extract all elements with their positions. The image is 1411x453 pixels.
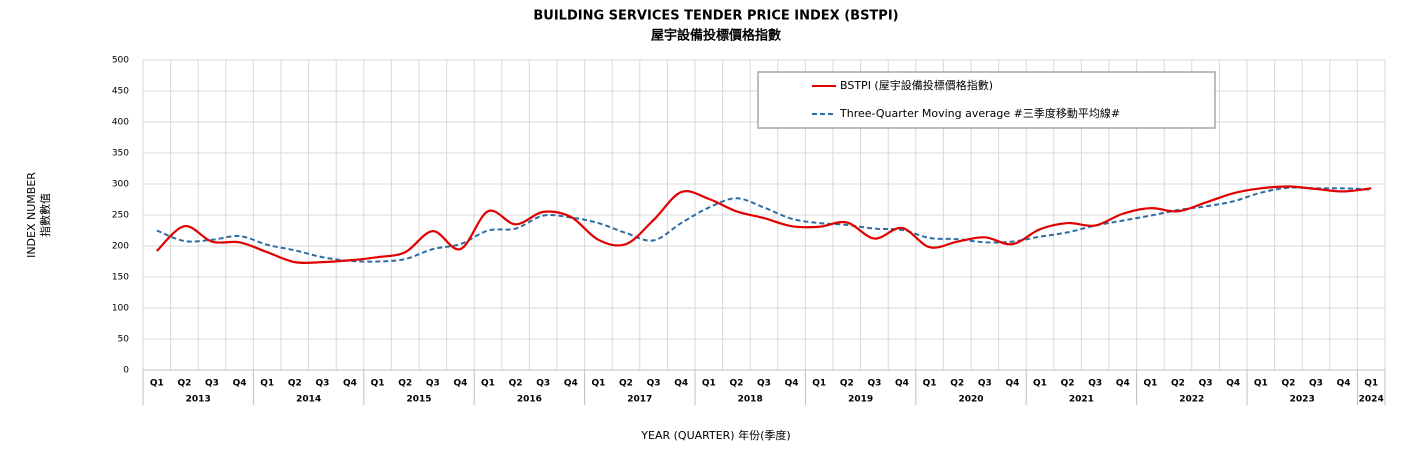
x-tick-label: Q4 [1337, 379, 1351, 389]
x-tick-label: Q4 [343, 379, 357, 389]
x-tick-label: Q3 [1309, 379, 1323, 389]
x-tick-label: Q4 [1005, 379, 1019, 389]
x-tick-label: Q1 [1364, 379, 1378, 389]
year-label: 2023 [1290, 395, 1315, 405]
x-tick-label: Q4 [1116, 379, 1130, 389]
x-tick-label: Q4 [453, 379, 467, 389]
x-tick-label: Q1 [150, 379, 164, 389]
x-tick-label: Q2 [1061, 379, 1075, 389]
year-label: 2015 [406, 395, 431, 405]
y-tick-label: 250 [112, 211, 129, 221]
y-axis-label: INDEX NUMBER [25, 172, 38, 258]
y-tick-label: 0 [123, 366, 129, 376]
y-tick-label: 450 [112, 87, 129, 97]
legend-label: BSTPI (屋宇設備投標價格指數) [840, 78, 993, 92]
year-label: 2014 [296, 395, 321, 405]
x-tick-label: Q1 [702, 379, 716, 389]
y-tick-label: 350 [112, 149, 129, 159]
y-tick-label: 200 [112, 242, 129, 252]
x-tick-label: Q3 [757, 379, 771, 389]
y-tick-label: 300 [112, 180, 129, 190]
year-label: 2016 [517, 395, 542, 405]
legend-label: Three-Quarter Moving average #三季度移動平均線# [839, 106, 1120, 120]
year-label: 2022 [1179, 395, 1204, 405]
x-tick-label: Q3 [205, 379, 219, 389]
chart-title: BUILDING SERVICES TENDER PRICE INDEX (BS… [533, 9, 898, 24]
x-tick-label: Q2 [619, 379, 633, 389]
x-tick-label: Q4 [1226, 379, 1240, 389]
x-tick-label: Q1 [1143, 379, 1157, 389]
x-tick-label: Q2 [840, 379, 854, 389]
y-tick-label: 400 [112, 118, 129, 128]
x-tick-label: Q3 [978, 379, 992, 389]
year-label: 2013 [186, 395, 211, 405]
series-line [156, 185, 1372, 265]
x-tick-label: Q1 [1254, 379, 1268, 389]
x-tick-label: Q3 [867, 379, 881, 389]
y-tick-label: 50 [118, 335, 130, 345]
x-tick-label: Q2 [288, 379, 302, 389]
x-tick-label: Q4 [785, 379, 799, 389]
year-label: 2021 [1069, 395, 1094, 405]
x-tick-label: Q2 [509, 379, 523, 389]
year-label: 2019 [848, 395, 873, 405]
x-tick-label: Q2 [177, 379, 191, 389]
x-tick-label: Q3 [647, 379, 661, 389]
x-tick-label: Q2 [729, 379, 743, 389]
x-tick-label: Q4 [564, 379, 578, 389]
x-axis-label: YEAR (QUARTER) 年份(季度) [640, 428, 790, 442]
x-tick-label: Q4 [895, 379, 909, 389]
x-tick-label: Q3 [1199, 379, 1213, 389]
x-tick-label: Q2 [1281, 379, 1295, 389]
x-tick-label: Q2 [398, 379, 412, 389]
year-label: 2018 [738, 395, 763, 405]
y-tick-label: 500 [112, 56, 129, 66]
x-tick-label: Q1 [591, 379, 605, 389]
x-tick-label: Q4 [674, 379, 688, 389]
x-tick-label: Q1 [812, 379, 826, 389]
x-tick-label: Q3 [315, 379, 329, 389]
legend-box [757, 71, 1216, 129]
y-tick-label: 100 [112, 304, 129, 314]
x-tick-label: Q3 [426, 379, 440, 389]
x-tick-label: Q3 [1088, 379, 1102, 389]
y-axis-label: 指數數值 [38, 193, 52, 237]
series-line [156, 186, 1372, 263]
x-tick-label: Q3 [536, 379, 550, 389]
year-label: 2017 [627, 395, 652, 405]
x-tick-label: Q1 [481, 379, 495, 389]
y-tick-label: 150 [112, 273, 129, 283]
x-tick-label: Q1 [260, 379, 274, 389]
year-label: 2020 [958, 395, 983, 405]
x-tick-label: Q1 [923, 379, 937, 389]
x-tick-label: Q4 [233, 379, 247, 389]
x-tick-label: Q2 [950, 379, 964, 389]
x-tick-label: Q1 [371, 379, 385, 389]
x-tick-label: Q1 [1033, 379, 1047, 389]
year-label: 2024 [1359, 395, 1384, 405]
x-tick-label: Q2 [1171, 379, 1185, 389]
chart-subtitle: 屋宇設備投標價格指數 [651, 28, 781, 44]
